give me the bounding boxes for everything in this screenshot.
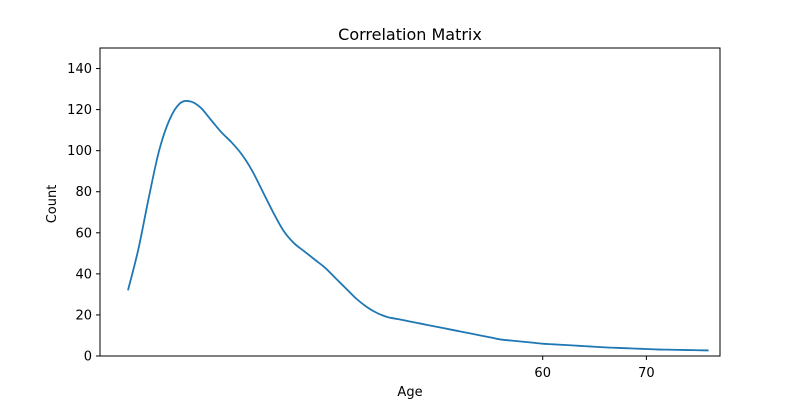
x-axis: 60 70	[534, 356, 655, 381]
y-tick-label: 0	[84, 350, 92, 365]
chart-title: Correlation Matrix	[338, 25, 482, 44]
y-axis: 0 20 40 60 80 100 120 140	[67, 62, 100, 365]
series-layer	[127, 100, 709, 352]
y-tick-label: 140	[67, 62, 92, 77]
x-tick-label: 60	[534, 366, 551, 381]
y-tick-label: 40	[75, 267, 92, 282]
y-tick-label: 100	[67, 144, 92, 159]
x-axis-label: Age	[397, 385, 422, 400]
y-axis-label: Count	[45, 185, 60, 224]
y-tick-label: 20	[75, 308, 92, 323]
x-tick-label: 70	[638, 366, 655, 381]
plot-area	[99, 47, 721, 357]
y-tick-label: 60	[75, 226, 92, 241]
y-tick-label: 80	[75, 185, 92, 200]
y-tick-label: 120	[67, 103, 92, 118]
series-line-0	[127, 100, 709, 352]
